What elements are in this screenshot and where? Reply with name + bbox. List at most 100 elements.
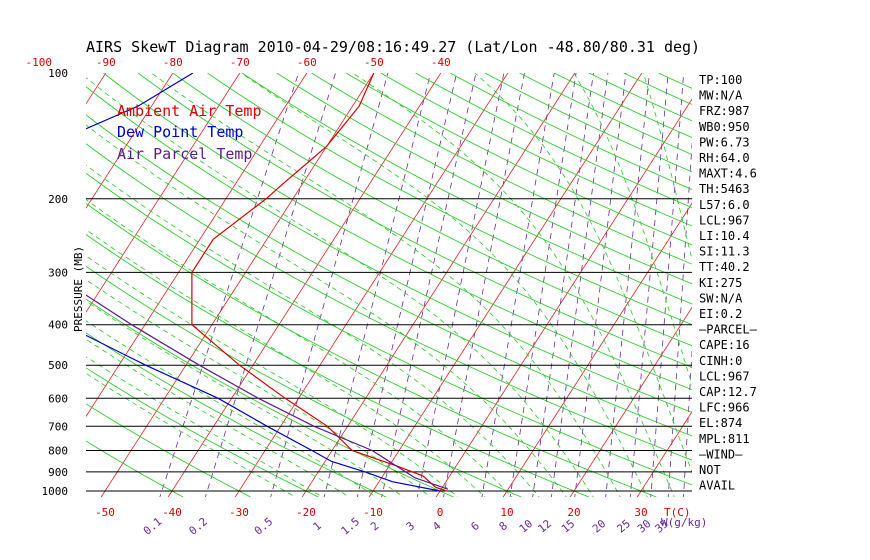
mixing-ratio-line — [323, 73, 431, 497]
dry-adiabat-line — [207, 73, 692, 326]
legend-entry-air-parcel-temp: Air Parcel Temp — [117, 145, 252, 163]
dry-adiabat-line — [276, 73, 692, 285]
isotherm-line — [636, 410, 692, 497]
bottom-temp-tick-label: -40 — [162, 506, 182, 519]
top-temp-tick-label: -100 — [26, 56, 53, 69]
mixing-ratio-tick-label: 3 — [404, 519, 417, 533]
legend-entry-dew-point-temp: Dew Point Temp — [117, 123, 243, 141]
stability-index-item: LCL:967 — [699, 369, 750, 383]
pressure-tick-label: 600 — [48, 392, 68, 405]
mixing-ratio-tick-label: 1.5 — [339, 515, 363, 538]
isotherm-line — [167, 73, 442, 497]
mixing-ratio-line — [650, 73, 685, 497]
stability-index-item: SW:N/A — [699, 291, 743, 305]
dry-adiabats — [86, 73, 692, 497]
chart-title: AIRS SkewT Diagram 2010-04-29/08:16:49.2… — [86, 38, 700, 56]
moist-adiabat-line — [86, 77, 594, 497]
top-temp-tick-label: -80 — [163, 56, 183, 69]
dry-adiabat-line — [345, 73, 692, 246]
pressure-tick-label: 200 — [48, 193, 68, 206]
stability-index-item: FRZ:987 — [699, 104, 750, 118]
top-temp-tick-label: -60 — [297, 56, 317, 69]
top-temp-tick-label: -50 — [364, 56, 384, 69]
bottom-temp-tick-label: 0 — [437, 506, 444, 519]
mixing-ratio-tick-label: 4 — [430, 519, 444, 533]
isotherm-line — [435, 98, 692, 497]
isotherm-line — [86, 73, 107, 105]
dry-adiabat-line — [86, 114, 692, 437]
stability-index-item: L57:6.0 — [699, 198, 750, 212]
dry-adiabat-line — [172, 73, 692, 347]
pressure-tick-label: 800 — [48, 445, 68, 458]
moist-adiabat-line — [643, 73, 692, 262]
mixing-ratio-line — [509, 73, 577, 497]
stability-index-item: PW:6.73 — [699, 135, 750, 149]
mixing-ratio-tick-label: 25 — [614, 517, 633, 535]
stability-index-item: CAPE:16 — [699, 338, 750, 352]
moist-adiabat-line — [352, 73, 675, 497]
legend: Ambient Air Temp Dew Point Temp Air Parc… — [117, 102, 262, 163]
mixing-ratio-line — [605, 73, 650, 497]
moist-adiabat-line — [86, 356, 324, 497]
stability-index-item: LFC:966 — [699, 401, 750, 415]
dry-adiabat-line — [86, 86, 692, 413]
moist-adiabat-line — [240, 73, 648, 497]
isobars — [86, 198, 692, 492]
dew-point-temp-line — [86, 73, 441, 492]
dry-adiabat-line — [86, 202, 657, 497]
bottom-temp-tick-label: -30 — [229, 506, 249, 519]
dry-adiabat-line — [380, 73, 692, 227]
dry-adiabat-line — [241, 73, 692, 305]
mixing-ratio-tick-label: 30 — [635, 517, 654, 535]
mixing-ratio-tick-label: 1 — [310, 519, 323, 533]
mixing-ratio-line — [629, 73, 669, 497]
mixing-ratio-line — [481, 73, 555, 497]
dry-adiabat-line — [86, 332, 387, 497]
ambient-air-temp-line — [191, 73, 447, 492]
stability-index-item: LCL:967 — [699, 213, 750, 227]
bottom-temp-tick-label: 10 — [500, 506, 513, 519]
bottom-temp-tick-label: 30 — [634, 506, 647, 519]
bottom-temp-axis: -50 -40 -30 -20 -10 0 10 20 30 — [95, 506, 648, 519]
moist-adiabat-line — [86, 255, 459, 497]
isotherm-line — [569, 306, 692, 497]
dry-adiabat-line — [450, 73, 692, 190]
dry-adiabat-line — [311, 73, 692, 265]
isotherm-line — [835, 64, 870, 502]
top-temp-axis: -120-110-100-90-80-70-60-50-40 — [26, 56, 451, 69]
mixing-ratio-lines — [159, 73, 692, 497]
isotherm-line — [100, 73, 375, 497]
mixing-ratio-line — [381, 73, 477, 497]
stability-index-item: CAP:12.7 — [699, 385, 757, 399]
mixing-ratio-tick-label: 0.5 — [252, 515, 276, 538]
moist-adiabat-line — [151, 73, 621, 497]
dry-adiabat-line — [86, 265, 522, 497]
dry-adiabat-line — [86, 298, 454, 497]
mixing-ratio-unit-label: W(g/kg) — [661, 516, 707, 529]
stability-index-item: TT:40.2 — [699, 260, 750, 274]
dry-adiabat-line — [86, 172, 692, 486]
bottom-temp-tick-label: 20 — [567, 506, 580, 519]
stability-index-item: MW:N/A — [699, 89, 743, 103]
mixing-ratio-tick-label: 2 — [368, 519, 381, 533]
top-temp-tick-label: -70 — [230, 56, 250, 69]
stability-index-item: EI:0.2 — [699, 307, 742, 321]
isotherm-line — [86, 73, 308, 418]
pressure-tick-label: 500 — [48, 359, 68, 372]
moist-adiabat-line — [86, 199, 513, 497]
dry-adiabat-line — [86, 143, 692, 461]
mixing-ratio-line — [550, 73, 609, 497]
dry-adiabat-line — [137, 73, 692, 368]
moist-adiabat-line — [86, 372, 297, 497]
mixing-ratio-tick-label: 6 — [468, 519, 481, 533]
mixing-ratio-tick-label: 15 — [559, 517, 578, 535]
pressure-tick-label: 700 — [48, 420, 68, 433]
mixing-ratio-line — [270, 73, 389, 497]
dry-adiabat-line — [103, 73, 692, 391]
dry-adiabat-line — [415, 73, 692, 209]
mixing-ratio-line — [574, 73, 627, 497]
stability-index-item: SI:11.3 — [699, 245, 750, 259]
